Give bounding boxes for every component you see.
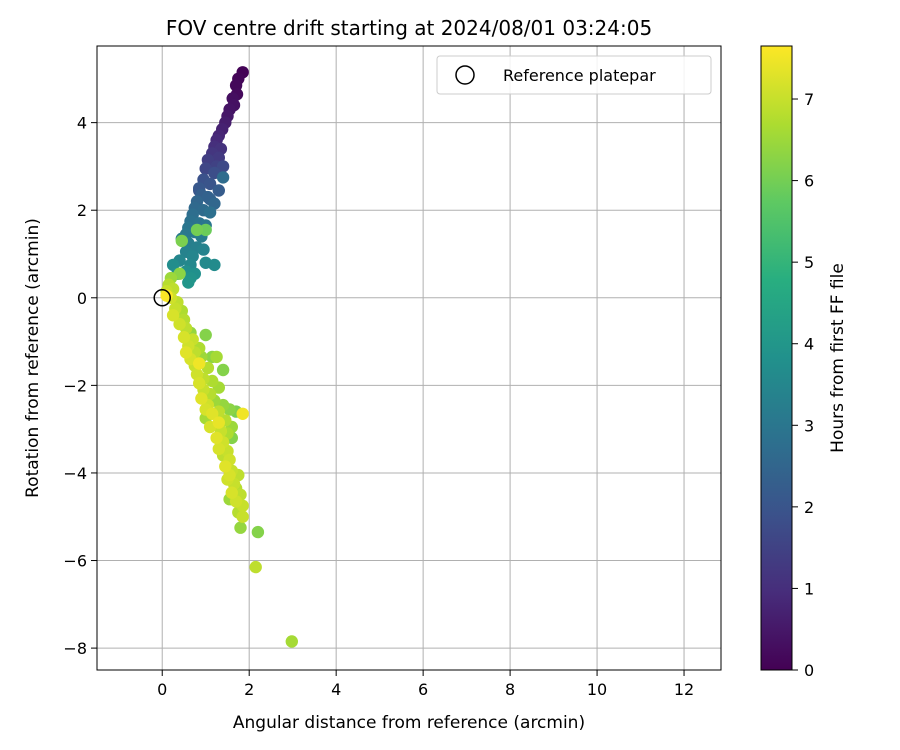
legend-marker-icon — [455, 65, 475, 85]
data-point — [216, 363, 230, 377]
data-point — [225, 486, 238, 499]
legend-entry-label: Reference platepar — [503, 66, 656, 85]
data-point — [216, 171, 230, 184]
plot-frame — [96, 45, 722, 671]
data-point — [166, 309, 180, 322]
data-point — [195, 392, 208, 405]
data-point — [236, 510, 249, 523]
data-point — [212, 184, 225, 197]
data-point — [175, 234, 188, 248]
colorbar-tick-label: 4 — [804, 335, 814, 354]
y-tick-label: −4 — [63, 464, 87, 483]
data-point — [179, 346, 193, 359]
data-point — [193, 357, 206, 370]
y-tick-label: −6 — [63, 552, 87, 571]
legend-box — [436, 55, 712, 95]
y-axis-ticks: −8 −6 −4 −2 0 2 4 — [63, 114, 97, 658]
y-tick-label: 2 — [77, 201, 87, 220]
data-point — [199, 328, 212, 342]
data-point — [236, 407, 249, 420]
y-tick-label: 4 — [77, 114, 87, 133]
data-point — [210, 350, 223, 364]
x-tick-label: 10 — [587, 680, 607, 699]
data-point — [199, 223, 212, 237]
colorbar-tick-label: 0 — [804, 661, 814, 680]
y-axis-label: Rotation from reference (arcmin) — [23, 218, 43, 498]
colorbar-tick-label: 6 — [804, 172, 814, 191]
y-tick-label: −2 — [63, 376, 87, 395]
data-point — [197, 243, 210, 256]
reference-platepar-marker — [153, 289, 171, 307]
colorbar-tick-label: 5 — [804, 253, 814, 272]
data-point — [177, 331, 191, 344]
colorbar-tick-label: 7 — [804, 90, 814, 109]
y-tick-label: −8 — [63, 639, 87, 658]
data-point — [193, 377, 206, 390]
x-tick-label: 6 — [418, 680, 428, 699]
data-point — [251, 525, 265, 539]
data-point — [234, 521, 247, 534]
data-point — [203, 177, 217, 191]
data-point — [249, 560, 262, 574]
x-tick-label: 12 — [674, 680, 694, 699]
data-point — [203, 206, 217, 219]
colorbar-label: Hours from first FF file — [828, 263, 848, 453]
x-axis-ticks: 0 2 4 6 8 10 12 — [157, 670, 694, 699]
colorbar-tick-label: 1 — [804, 579, 814, 598]
chart-title: FOV centre drift starting at 2024/08/01 … — [166, 16, 652, 40]
colorbar-tick-label: 2 — [804, 498, 814, 517]
data-point — [182, 276, 195, 289]
data-point — [190, 223, 204, 237]
data-points — [160, 66, 298, 648]
data-point — [173, 317, 186, 331]
data-point — [206, 407, 219, 420]
x-tick-label: 0 — [157, 680, 167, 699]
data-point — [285, 635, 298, 648]
data-point — [212, 442, 225, 456]
x-tick-label: 2 — [244, 680, 254, 699]
data-point — [210, 431, 223, 445]
x-tick-label: 4 — [331, 680, 341, 699]
data-point — [208, 258, 221, 272]
legend: Reference platepar — [436, 55, 712, 95]
x-axis-label: Angular distance from reference (arcmin) — [233, 713, 585, 733]
y-tick-label: 0 — [77, 289, 87, 308]
data-point — [216, 160, 230, 173]
colorbar-ticks: 0 1 2 3 4 5 6 7 — [792, 90, 814, 680]
x-tick-label: 8 — [505, 680, 515, 699]
data-point — [219, 460, 232, 473]
colorbar-tick-label: 3 — [804, 416, 814, 435]
colorbar — [760, 45, 793, 671]
data-point — [212, 416, 225, 429]
